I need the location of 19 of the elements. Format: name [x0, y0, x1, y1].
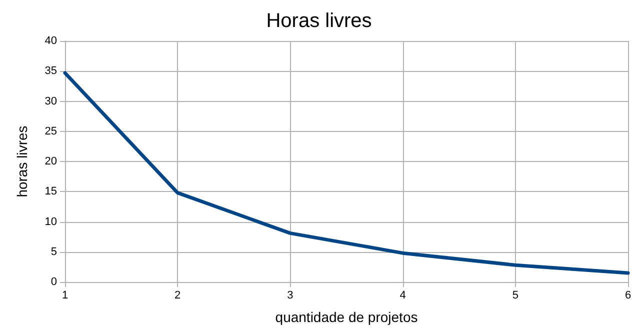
y-axis-title: horas livres — [14, 126, 30, 198]
y-tick-label: 20 — [44, 156, 57, 168]
line-series — [63, 71, 630, 275]
x-tick-label: 6 — [624, 290, 632, 302]
y-tick-label: 15 — [44, 186, 57, 198]
y-tick-label: 25 — [44, 125, 57, 138]
x-tick-label: 2 — [174, 290, 181, 302]
y-tick-label: 40 — [44, 35, 57, 47]
x-tick-label: 5 — [512, 290, 518, 302]
x-tick-label: 4 — [400, 290, 406, 302]
y-tick-label: 0 — [50, 276, 57, 288]
chart-title: Horas livres — [266, 10, 372, 32]
y-tick-label: 35 — [44, 65, 57, 78]
y-tick-label: 10 — [44, 216, 57, 228]
x-tick-label: 1 — [62, 290, 68, 302]
x-axis-title: quantidade de projetos — [275, 309, 418, 325]
y-tick-label: 30 — [44, 95, 57, 108]
x-tick-label: 3 — [287, 290, 294, 302]
y-tick-label: 5 — [50, 246, 57, 258]
